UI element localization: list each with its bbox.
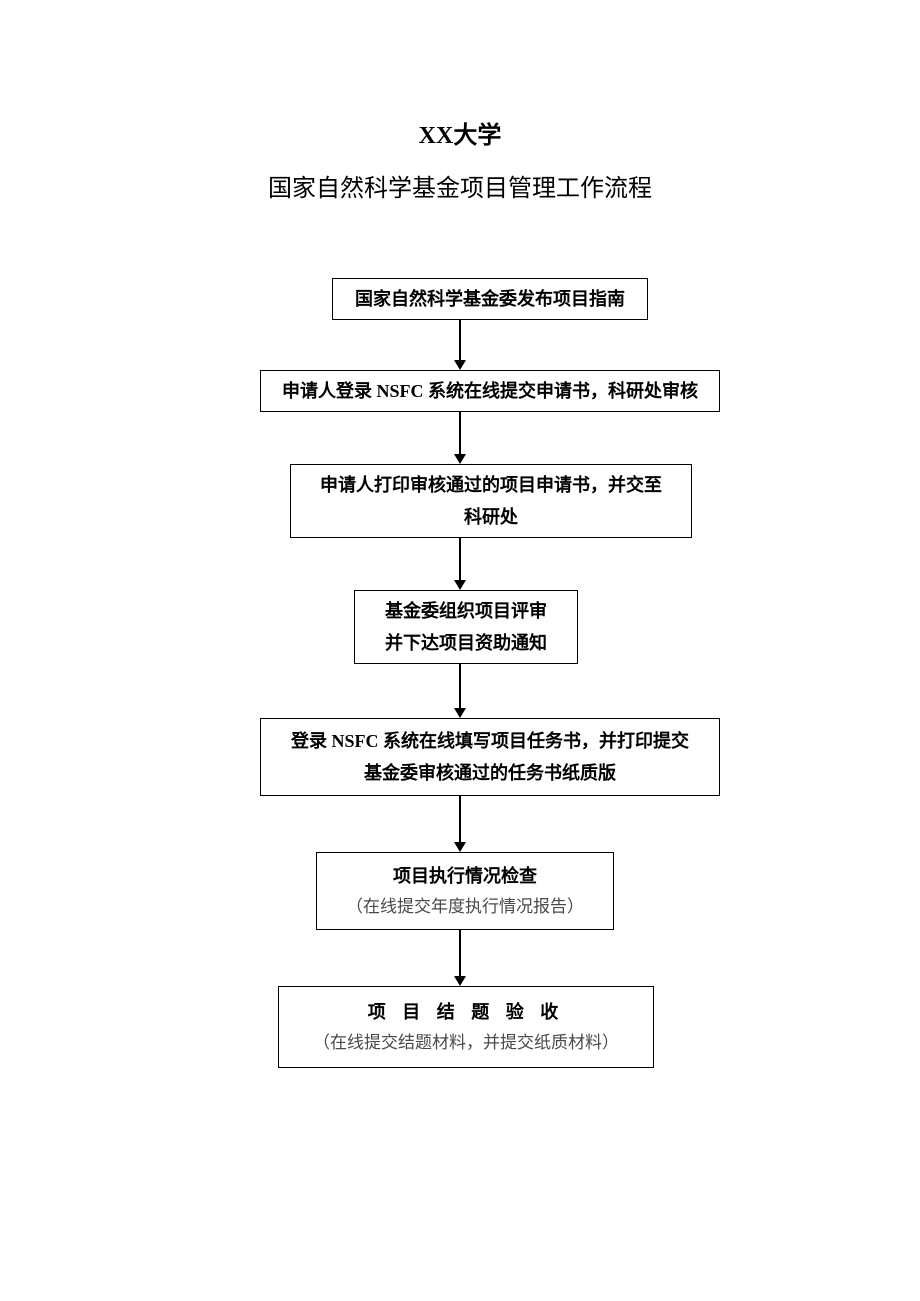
flow-node-n7-line-1: （在线提交结题材料，并提交纸质材料） <box>313 1028 619 1059</box>
flow-node-n4: 基金委组织项目评审并下达项目资助通知 <box>354 590 578 664</box>
flow-node-n5-line-1: 基金委审核通过的任务书纸质版 <box>364 757 616 789</box>
flow-node-n7: 项 目 结 题 验 收（在线提交结题材料，并提交纸质材料） <box>278 986 654 1068</box>
flow-node-n2: 申请人登录 NSFC 系统在线提交申请书，科研处审核 <box>260 370 720 412</box>
flow-node-n4-line-1: 并下达项目资助通知 <box>385 627 547 659</box>
flow-node-n1: 国家自然科学基金委发布项目指南 <box>332 278 648 320</box>
flow-node-n3-line-1: 科研处 <box>464 501 518 533</box>
doc-header: XX大学 国家自然科学基金项目管理工作流程 <box>0 115 920 203</box>
doc-title: XX大学 <box>0 115 920 150</box>
flow-node-n5: 登录 NSFC 系统在线填写项目任务书，并打印提交基金委审核通过的任务书纸质版 <box>260 718 720 796</box>
doc-subtitle: 国家自然科学基金项目管理工作流程 <box>0 168 920 203</box>
flow-node-n4-line-0: 基金委组织项目评审 <box>385 595 547 627</box>
flow-node-n6-line-1: （在线提交年度执行情况报告） <box>346 892 584 923</box>
flow-node-n5-line-0: 登录 NSFC 系统在线填写项目任务书，并打印提交 <box>291 725 689 757</box>
flow-node-n3: 申请人打印审核通过的项目申请书，并交至科研处 <box>290 464 692 538</box>
flow-node-n6: 项目执行情况检查（在线提交年度执行情况报告） <box>316 852 614 930</box>
flow-node-n3-line-0: 申请人打印审核通过的项目申请书，并交至 <box>320 469 662 501</box>
flow-node-n2-line-0: 申请人登录 NSFC 系统在线提交申请书，科研处审核 <box>282 375 698 407</box>
flow-node-n1-line-0: 国家自然科学基金委发布项目指南 <box>355 283 625 315</box>
flow-node-n6-line-0: 项目执行情况检查 <box>393 860 537 892</box>
flow-node-n7-line-0: 项 目 结 题 验 收 <box>368 996 565 1028</box>
